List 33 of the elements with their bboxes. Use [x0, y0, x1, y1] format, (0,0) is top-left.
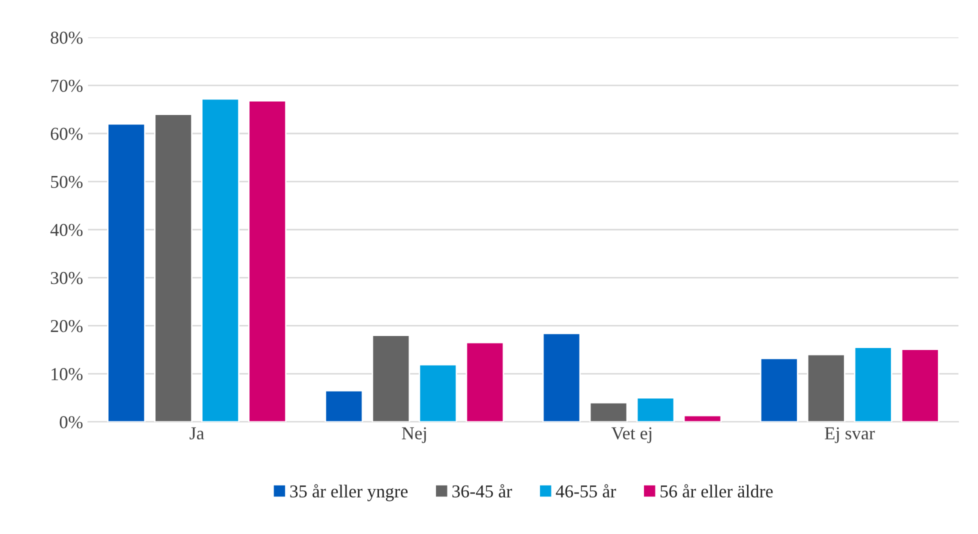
y-tick-label: 10% — [52, 368, 83, 380]
y-tick-label: 60% — [50, 128, 83, 140]
bar — [806, 354, 846, 422]
x-tick-label: Vet ej — [611, 427, 652, 444]
bar — [636, 397, 675, 422]
bar — [324, 390, 364, 422]
legend-label: 36-45 år — [452, 484, 512, 498]
x-tick-label: Nej — [402, 427, 426, 444]
y-tick-label: 70% — [51, 80, 83, 92]
bar — [854, 346, 892, 422]
bar — [542, 332, 581, 422]
y-tick-label: 20% — [50, 320, 83, 332]
y-tick-label: 50% — [51, 176, 83, 188]
y-tick-label: 40% — [50, 224, 83, 236]
bar — [107, 123, 146, 422]
x-tick-label: Ej svar — [824, 427, 875, 444]
bar — [201, 98, 240, 422]
bar — [372, 334, 410, 422]
bar — [760, 358, 798, 422]
bar — [589, 402, 628, 422]
bar — [466, 342, 504, 422]
bar — [900, 348, 940, 422]
x-tick-label: Ja — [190, 427, 204, 440]
y-tick-label: 30% — [50, 272, 83, 284]
bar — [683, 414, 722, 422]
legend-label: 56 år eller äldre — [660, 484, 773, 498]
legend-label: 46-55 år — [556, 484, 616, 498]
bar — [418, 364, 458, 422]
legend-label: 35 år eller yngre — [290, 484, 408, 502]
y-tick-label: 0% — [60, 416, 83, 428]
bar — [248, 100, 287, 422]
y-tick-label: 80% — [50, 32, 83, 44]
bar — [154, 114, 193, 422]
